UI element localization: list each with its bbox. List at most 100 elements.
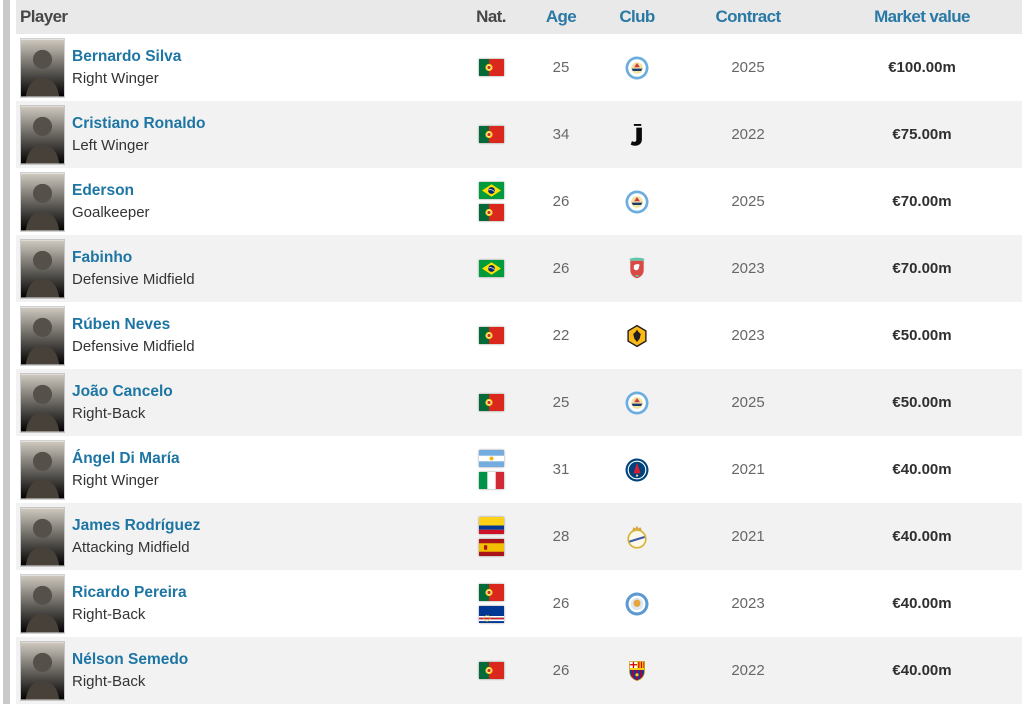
player-photo-image xyxy=(21,374,64,432)
portugal-flag-icon xyxy=(479,126,504,143)
player-age: 26 xyxy=(552,193,570,210)
player-info: James Rodríguez Attacking Midfield xyxy=(72,518,200,555)
leicester-city-logo-icon[interactable] xyxy=(624,591,650,617)
player-name-link[interactable]: Fabinho xyxy=(72,249,133,267)
nationality-flags xyxy=(460,302,522,369)
player-info: Bernardo Silva Right Winger xyxy=(72,49,181,86)
player-age: 22 xyxy=(552,327,570,344)
nationality-flags xyxy=(460,570,522,637)
market-value[interactable]: €75.00m xyxy=(892,126,952,143)
player-photo-image xyxy=(21,39,64,97)
player-photo[interactable] xyxy=(20,640,65,701)
club-cell xyxy=(600,168,674,235)
player-info: Ángel Di María Right Winger xyxy=(72,451,180,488)
player-photo[interactable] xyxy=(20,37,65,98)
market-value[interactable]: €100.00m xyxy=(888,59,956,76)
player-photo[interactable] xyxy=(20,439,65,500)
player-photo[interactable] xyxy=(20,238,65,299)
nationality-flags xyxy=(460,235,522,302)
player-photo-image xyxy=(21,508,64,566)
player-age: 26 xyxy=(552,260,570,277)
player-name-link[interactable]: James Rodríguez xyxy=(72,517,201,535)
player-position: Right-Back xyxy=(72,672,146,690)
player-photo-image xyxy=(21,173,64,231)
col-header-nationality: Nat. xyxy=(476,7,506,26)
market-value[interactable]: €70.00m xyxy=(892,193,952,210)
market-value[interactable]: €40.00m xyxy=(892,662,952,679)
page-left-edge xyxy=(3,0,10,704)
player-photo[interactable] xyxy=(20,506,65,567)
club-cell xyxy=(600,369,674,436)
juventus-logo-icon[interactable] xyxy=(624,122,650,148)
portugal-flag-icon xyxy=(479,394,504,411)
nationality-flags xyxy=(460,503,522,570)
player-photo[interactable] xyxy=(20,372,65,433)
col-header-market-value[interactable]: Market value xyxy=(874,7,970,26)
col-header-club[interactable]: Club xyxy=(619,7,655,26)
liverpool-logo-icon[interactable] xyxy=(624,256,650,282)
table-body: Bernardo Silva Right Winger 25 2025 €100… xyxy=(16,34,1022,704)
manchester-city-logo-icon[interactable] xyxy=(624,189,650,215)
nationality-flags xyxy=(460,168,522,235)
club-cell xyxy=(600,503,674,570)
player-age: 26 xyxy=(552,595,570,612)
player-name-link[interactable]: João Cancelo xyxy=(72,383,173,401)
player-cell: Ángel Di María Right Winger xyxy=(16,436,460,503)
real-madrid-logo-icon[interactable] xyxy=(624,524,650,550)
col-header-age[interactable]: Age xyxy=(545,7,577,26)
table-row: Ricardo Pereira Right-Back 26 2023 €40.0… xyxy=(16,570,1022,637)
fc-barcelona-logo-icon[interactable] xyxy=(624,658,650,684)
manchester-city-logo-icon[interactable] xyxy=(624,390,650,416)
market-value[interactable]: €40.00m xyxy=(892,461,952,478)
player-info: Ederson Goalkeeper xyxy=(72,183,150,220)
argentina-flag-icon xyxy=(479,450,504,467)
portugal-flag-icon xyxy=(479,204,504,221)
contract-until: 2022 xyxy=(731,126,765,143)
player-name-link[interactable]: Ederson xyxy=(72,182,135,200)
player-photo[interactable] xyxy=(20,573,65,634)
contract-until: 2021 xyxy=(731,528,765,545)
player-cell: Ederson Goalkeeper xyxy=(16,168,460,235)
market-value[interactable]: €50.00m xyxy=(892,327,952,344)
contract-until: 2025 xyxy=(731,394,765,411)
player-name-link[interactable]: Nélson Semedo xyxy=(72,651,189,669)
table-row: Rúben Neves Defensive Midfield 22 2023 €… xyxy=(16,302,1022,369)
contract-until: 2023 xyxy=(731,595,765,612)
player-photo[interactable] xyxy=(20,305,65,366)
table-row: Cristiano Ronaldo Left Winger 34 2022 €7… xyxy=(16,101,1022,168)
contract-until: 2023 xyxy=(731,260,765,277)
player-photo[interactable] xyxy=(20,171,65,232)
player-position: Goalkeeper xyxy=(72,203,150,221)
player-cell: Nélson Semedo Right-Back xyxy=(16,637,460,704)
player-age: 25 xyxy=(552,59,570,76)
player-age: 31 xyxy=(552,461,570,478)
market-value[interactable]: €50.00m xyxy=(892,394,952,411)
player-name-link[interactable]: Ricardo Pereira xyxy=(72,584,187,602)
wolverhampton-logo-icon[interactable] xyxy=(624,323,650,349)
player-name-link[interactable]: Rúben Neves xyxy=(72,316,171,334)
player-position: Defensive Midfield xyxy=(72,337,195,355)
player-name-link[interactable]: Ángel Di María xyxy=(72,450,180,468)
player-name-link[interactable]: Bernardo Silva xyxy=(72,48,182,66)
brazil-flag-icon xyxy=(479,260,504,277)
player-info: Ricardo Pereira Right-Back xyxy=(72,585,187,622)
table-row: Nélson Semedo Right-Back 26 2022 €40.00m xyxy=(16,637,1022,704)
player-cell: Cristiano Ronaldo Left Winger xyxy=(16,101,460,168)
player-position: Right-Back xyxy=(72,404,146,422)
player-photo[interactable] xyxy=(20,104,65,165)
player-photo-image xyxy=(21,106,64,164)
market-value[interactable]: €40.00m xyxy=(892,528,952,545)
player-cell: Fabinho Defensive Midfield xyxy=(16,235,460,302)
market-value[interactable]: €40.00m xyxy=(892,595,952,612)
paris-saint-germain-logo-icon[interactable] xyxy=(624,457,650,483)
club-cell xyxy=(600,637,674,704)
manchester-city-logo-icon[interactable] xyxy=(624,55,650,81)
player-age: 34 xyxy=(552,126,570,143)
player-position: Right Winger xyxy=(72,69,159,87)
table-row: Fabinho Defensive Midfield 26 2023 €70.0… xyxy=(16,235,1022,302)
market-value[interactable]: €70.00m xyxy=(892,260,952,277)
portugal-flag-icon xyxy=(479,59,504,76)
col-header-contract[interactable]: Contract xyxy=(715,7,781,26)
player-name-link[interactable]: Cristiano Ronaldo xyxy=(72,115,206,133)
table-row: João Cancelo Right-Back 25 2025 €50.00m xyxy=(16,369,1022,436)
